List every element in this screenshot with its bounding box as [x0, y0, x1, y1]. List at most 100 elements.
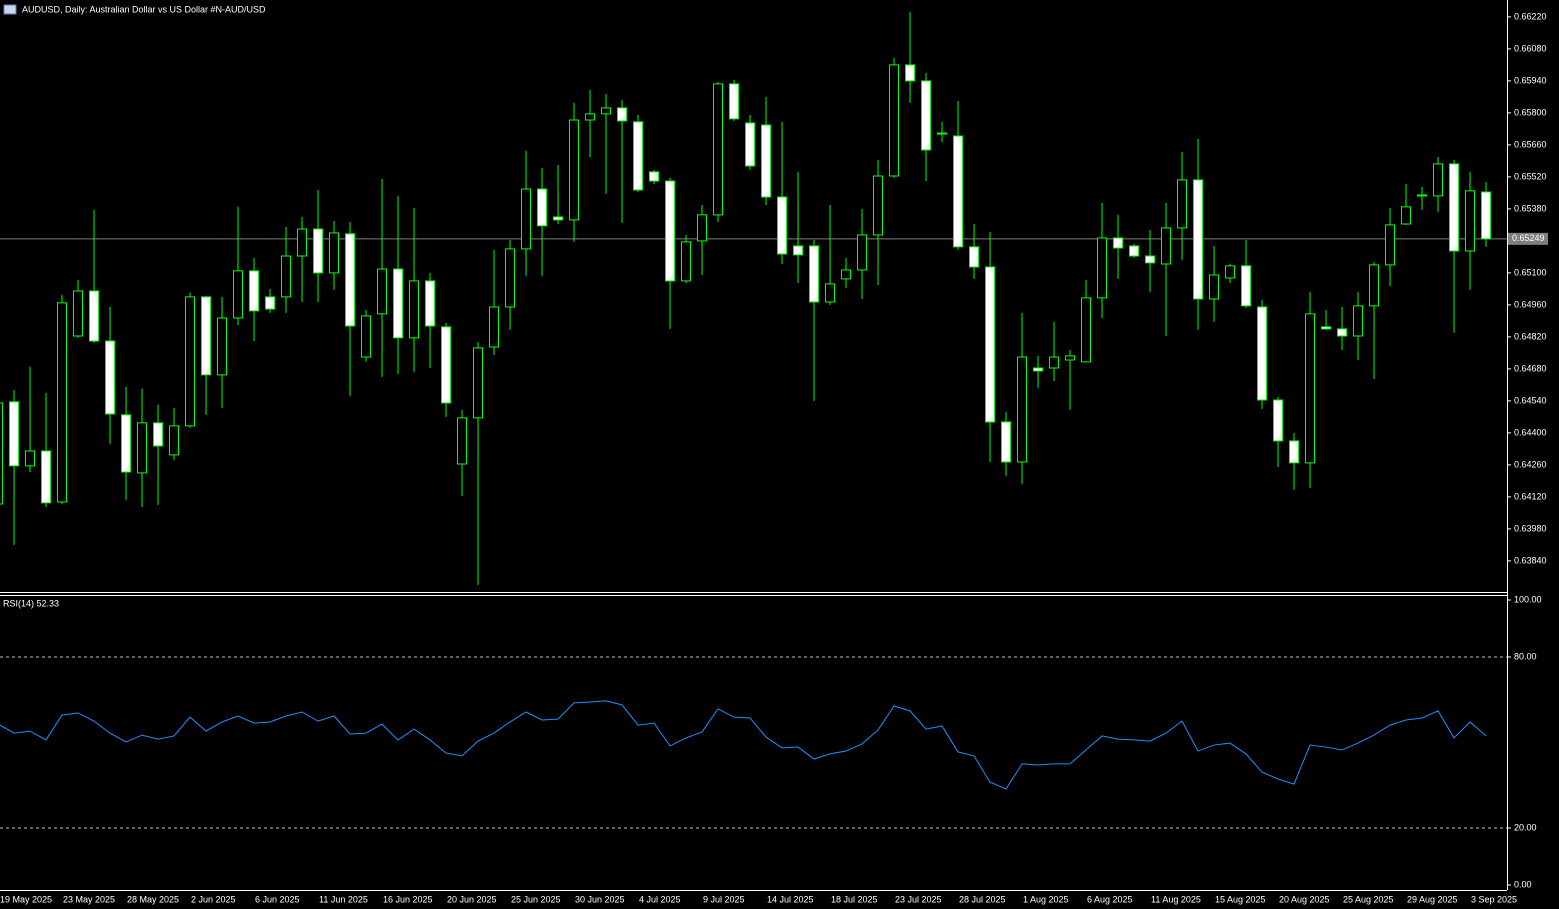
- candle-body: [1321, 326, 1331, 330]
- x-tick-label: 6 Aug 2025: [1087, 894, 1133, 904]
- candle-body: [425, 280, 435, 327]
- candle-body: [1001, 421, 1011, 463]
- candle-body: [0, 402, 3, 505]
- x-tick-label: 20 Jun 2025: [447, 894, 497, 904]
- candle-body: [937, 132, 947, 135]
- candle-body: [729, 83, 739, 120]
- candle-body: [665, 180, 675, 282]
- candle-body: [1273, 399, 1283, 442]
- y-tick-label: 0.64820: [1514, 331, 1547, 341]
- candle-body: [313, 228, 323, 274]
- candle-body: [697, 214, 707, 242]
- candle-body: [1049, 356, 1059, 369]
- x-tick-label: 18 Jul 2025: [831, 894, 878, 904]
- candle-body: [297, 228, 307, 257]
- y-tick-label: 0.64120: [1514, 491, 1547, 501]
- y-tick-label: 0.64680: [1514, 363, 1547, 373]
- candle-body: [825, 283, 835, 303]
- y-tick-label: 0.64260: [1514, 459, 1547, 469]
- candle-body: [1257, 306, 1267, 401]
- y-tick-label: 0.66080: [1514, 43, 1547, 53]
- candle-body: [1081, 297, 1091, 363]
- candle-body: [1017, 356, 1027, 463]
- candle-body: [745, 122, 755, 167]
- candle-body: [1449, 163, 1459, 252]
- x-tick-label: 9 Jul 2025: [703, 894, 745, 904]
- candle-body: [969, 246, 979, 268]
- x-tick-label: 16 Jun 2025: [383, 894, 433, 904]
- candle-body: [1481, 191, 1491, 240]
- candle-body: [953, 135, 963, 248]
- x-tick-label: 15 Aug 2025: [1215, 894, 1266, 904]
- candle-body: [1289, 440, 1299, 464]
- candle-body: [329, 232, 339, 274]
- candle-body: [121, 414, 131, 473]
- y-tick-label: 0.65660: [1514, 139, 1547, 149]
- symbol-icon: [3, 4, 17, 15]
- candle-body: [441, 326, 451, 404]
- candle-body: [601, 107, 611, 115]
- candle-body: [1113, 237, 1123, 249]
- candle-body: [409, 280, 419, 339]
- y-tick-label: 0.64960: [1514, 299, 1547, 309]
- y-tick-label: 20.00: [1514, 822, 1537, 832]
- x-tick-label: 20 Aug 2025: [1279, 894, 1330, 904]
- y-tick-label: 0.65380: [1514, 203, 1547, 213]
- y-tick-label: 0.64540: [1514, 395, 1547, 405]
- candle-body: [377, 268, 387, 315]
- y-tick-label: 0.65800: [1514, 107, 1547, 117]
- x-tick-label: 6 Jun 2025: [255, 894, 300, 904]
- y-tick-label: 0.64400: [1514, 427, 1547, 437]
- candle-body: [281, 255, 291, 298]
- candle-body: [1385, 224, 1395, 266]
- candle-body: [617, 107, 627, 122]
- candle-body: [1225, 265, 1235, 279]
- x-tick-label: 11 Aug 2025: [1151, 894, 1201, 904]
- x-tick-label: 11 Jun 2025: [319, 894, 368, 904]
- candle-body: [57, 302, 67, 503]
- candle-body: [761, 124, 771, 198]
- candle-body: [905, 64, 915, 82]
- candle-body: [841, 269, 851, 280]
- candle-body: [217, 317, 227, 376]
- x-tick-label: 28 Jul 2025: [959, 894, 1006, 904]
- candle-body: [1305, 313, 1315, 464]
- x-tick-label: 1 Aug 2025: [1023, 894, 1069, 904]
- indicator-title: RSI(14) 52.33: [3, 598, 59, 608]
- candle-body: [233, 270, 243, 319]
- candle-body: [265, 296, 275, 310]
- candle-body: [1177, 179, 1187, 229]
- candle-body: [921, 80, 931, 151]
- candle-body: [553, 216, 563, 221]
- candle-body: [41, 450, 51, 504]
- candle-body: [537, 188, 547, 227]
- x-tick-label: 29 Aug 2025: [1407, 894, 1458, 904]
- candle-body: [1241, 265, 1251, 307]
- candle-body: [889, 64, 899, 177]
- candle-body: [249, 270, 259, 312]
- candle-body: [873, 175, 883, 236]
- candle-body: [777, 196, 787, 255]
- candle-body: [169, 425, 179, 456]
- x-tick-label: 14 Jul 2025: [767, 894, 814, 904]
- candle-body: [1209, 274, 1219, 300]
- x-tick-label: 30 Jun 2025: [575, 894, 625, 904]
- y-tick-label: 100.00: [1514, 594, 1542, 604]
- candle-body: [345, 233, 355, 327]
- candle-body: [521, 188, 531, 250]
- candle-body: [1033, 367, 1043, 372]
- candle-body: [201, 296, 211, 376]
- candle-body: [1465, 190, 1475, 252]
- x-tick-label: 23 May 2025: [63, 894, 115, 904]
- candle-body: [985, 266, 995, 423]
- candle-body: [505, 248, 515, 308]
- candle-body: [1401, 206, 1411, 225]
- candle-body: [1433, 163, 1443, 197]
- candle-body: [633, 121, 643, 191]
- y-tick-label: 0.65520: [1514, 171, 1547, 181]
- candle-body: [25, 450, 35, 467]
- y-tick-label: 0.65940: [1514, 75, 1547, 85]
- candle-body: [857, 234, 867, 271]
- y-tick-label: 0.63840: [1514, 555, 1547, 565]
